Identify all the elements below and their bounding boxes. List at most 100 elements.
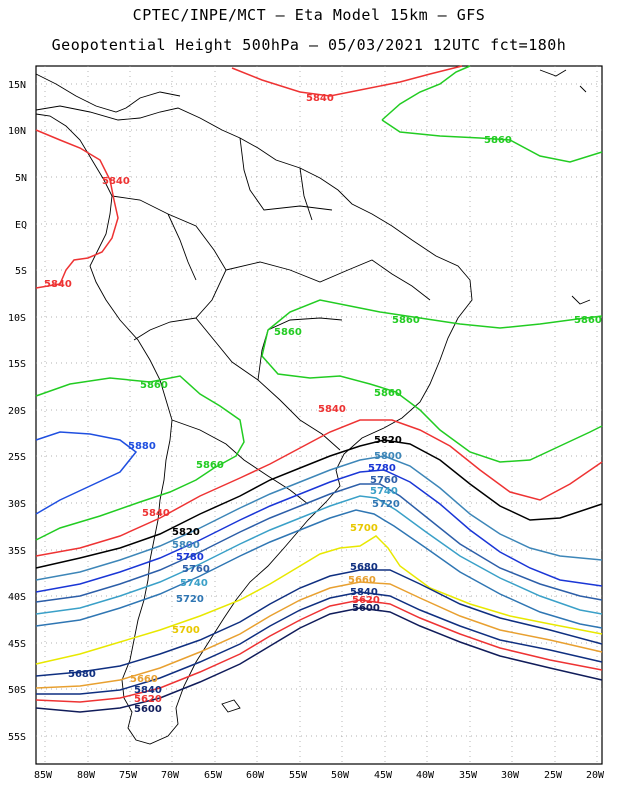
lat-tick-label: 50S <box>8 685 26 696</box>
grid-lines <box>36 66 602 764</box>
contour-label: 5600 <box>352 603 380 614</box>
lon-tick-label: 20W <box>586 770 605 781</box>
lat-tick-label: 20S <box>8 406 26 417</box>
contour-label: 5840 <box>102 176 130 187</box>
lon-tick-label: 60W <box>246 770 265 781</box>
lat-tick-label: 35S <box>8 546 26 557</box>
lon-tick-label: 30W <box>501 770 520 781</box>
map-frame <box>35 65 603 765</box>
contour-5880-west <box>35 431 138 515</box>
contour-5640 <box>36 591 603 695</box>
contour-label: 5660 <box>348 575 376 586</box>
lon-tick-label: 70W <box>161 770 180 781</box>
lat-tick-label: 5N <box>15 173 27 184</box>
contour-label: 5600 <box>134 704 162 715</box>
lon-tick-label: 25W <box>544 770 563 781</box>
lon-tick-label: 85W <box>34 770 53 781</box>
contour-5840-north <box>231 65 463 97</box>
contour-label: 5680 <box>68 669 96 680</box>
contour-5860-inner <box>261 299 603 463</box>
contour-label: 5840 <box>318 404 346 415</box>
map-title-line2: Geopotential Height 500hPa – 05/03/2021 … <box>51 36 567 54</box>
contour-5860-main <box>35 375 245 541</box>
contour-label: 5860 <box>140 380 168 391</box>
contour-5720 <box>35 509 603 629</box>
contour-label: 5860 <box>392 315 420 326</box>
lat-tick-label: 15N <box>8 80 26 91</box>
central-america-coast <box>35 73 181 113</box>
contour-label: 5660 <box>130 674 158 685</box>
contour-label: 5860 <box>274 327 302 338</box>
country-border <box>111 137 431 505</box>
lon-tick-label: 50W <box>331 770 350 781</box>
contour-label: 5840 <box>44 279 72 290</box>
map-title-line1: CPTEC/INPE/MCT – Eta Model 15km – GFS <box>132 6 486 24</box>
contour-label: 5740 <box>370 486 398 497</box>
lat-ticks: 15N 10N 5N EQ 5S 10S 15S 20S 25S 30S 35S… <box>8 80 27 743</box>
contour-label: 5840 <box>350 587 378 598</box>
contour-label: 5840 <box>142 508 170 519</box>
contour-label: 5700 <box>172 625 200 636</box>
contour-label: 5840 <box>306 93 334 104</box>
contour-label: 5860 <box>484 135 512 146</box>
lat-tick-label: 25S <box>8 452 26 463</box>
contour-5660 <box>35 581 603 689</box>
contour-label: 5860 <box>374 388 402 399</box>
contour-label: 5860 <box>574 315 602 326</box>
lat-tick-label: EQ <box>15 220 27 231</box>
contour-label: 5740 <box>180 578 208 589</box>
lat-tick-label: 15S <box>8 359 26 370</box>
contour-5620 <box>35 599 603 703</box>
contour-label: 5880 <box>128 441 156 452</box>
lat-tick-label: 45S <box>8 639 26 650</box>
south-america-coast <box>35 105 473 745</box>
contour-label: 5860 <box>196 460 224 471</box>
contour-5740 <box>35 495 603 615</box>
lat-tick-label: 40S <box>8 592 26 603</box>
contour-5800 <box>35 455 603 581</box>
contour-5780 <box>35 469 603 593</box>
contour-5840-south <box>35 419 603 557</box>
coastline <box>35 69 591 745</box>
contour-label: 5700 <box>350 523 378 534</box>
lat-tick-label: 10N <box>8 126 26 137</box>
contour-label: 5620 <box>352 595 380 606</box>
contour-label: 5760 <box>370 475 398 486</box>
contour-label: 5820 <box>172 527 200 538</box>
lon-tick-label: 45W <box>374 770 393 781</box>
contour-label: 5620 <box>134 694 162 705</box>
contour-label: 5780 <box>368 463 396 474</box>
lon-tick-label: 75W <box>119 770 138 781</box>
contour-label: 5840 <box>134 685 162 696</box>
contour-label: 5800 <box>374 451 402 462</box>
lat-tick-label: 30S <box>8 499 26 510</box>
contour-label: 5720 <box>372 499 400 510</box>
contours <box>35 65 603 713</box>
contour-label: 5760 <box>182 564 210 575</box>
lat-tick-label: 10S <box>8 313 26 324</box>
lon-tick-label: 40W <box>416 770 435 781</box>
contour-5820 <box>35 439 603 569</box>
contour-5840-west <box>35 129 119 289</box>
lat-tick-label: 55S <box>8 732 26 743</box>
lon-tick-label: 65W <box>204 770 223 781</box>
contour-5760 <box>35 483 603 603</box>
contour-label: 5780 <box>176 552 204 563</box>
contour-label: 5720 <box>176 594 204 605</box>
lon-tick-label: 80W <box>77 770 96 781</box>
contour-5880-east <box>381 65 603 163</box>
lat-tick-label: 5S <box>15 266 27 277</box>
contour-label: 5680 <box>350 562 378 573</box>
contour-labels: 5840 5840 5840 5840 5840 5860 5860 5860 … <box>44 93 602 715</box>
contour-5700 <box>35 535 603 665</box>
lon-tick-label: 55W <box>289 770 308 781</box>
lon-ticks: 85W 80W 75W 70W 65W 60W 55W 50W 45W 40W … <box>34 770 605 781</box>
contour-label: 5800 <box>172 540 200 551</box>
contour-5680 <box>35 569 603 677</box>
falklands <box>221 699 241 713</box>
lon-tick-label: 35W <box>459 770 478 781</box>
contour-label: 5820 <box>374 435 402 446</box>
caribbean-islands <box>539 69 591 305</box>
contour-5600 <box>35 607 603 713</box>
